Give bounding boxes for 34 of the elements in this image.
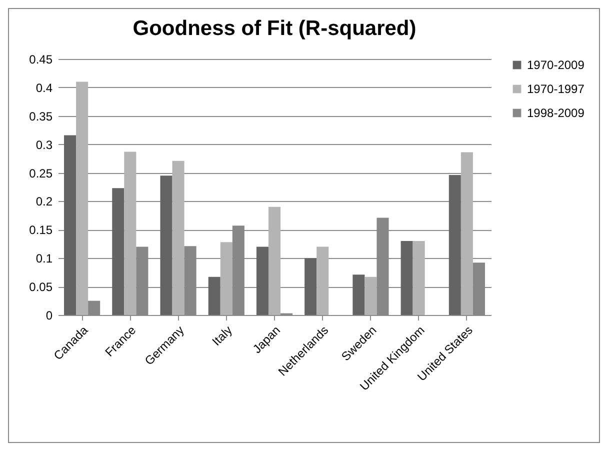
y-tick-label: 0.3 [36,138,53,152]
y-tick-label: 0.25 [29,166,53,180]
bar [76,82,88,315]
bar [448,175,461,315]
bar [160,176,172,315]
y-tick-label: 0 [46,308,53,322]
bar [172,160,184,315]
bar [220,242,232,315]
bar [112,188,124,315]
legend-label: 1998-2009 [527,106,585,120]
bar [88,300,100,315]
bar [316,246,329,315]
y-tick-label: 0.35 [29,109,53,124]
bar [400,241,413,315]
bar [352,274,365,315]
y-tick-label: 0.4 [36,80,53,95]
y-tick-label: 0.05 [29,280,53,294]
bar [124,152,136,315]
x-tick-label: Italy [209,323,235,349]
bar [412,241,425,315]
y-tick-label: 0.15 [29,223,53,238]
bar [208,276,220,315]
bar [268,206,281,315]
y-tick-label: 0.2 [36,194,53,209]
bar [460,152,473,315]
legend-label: 1970-2009 [527,58,585,72]
bar [304,258,317,315]
bar [256,246,268,315]
bar [64,135,76,315]
y-tick-label: 0.45 [29,52,53,66]
legend-label: 1970-1997 [527,82,585,96]
y-tick-label: 0.1 [36,252,53,266]
chart-title: Goodness of Fit (R-squared) [132,17,416,40]
bar [364,276,377,315]
